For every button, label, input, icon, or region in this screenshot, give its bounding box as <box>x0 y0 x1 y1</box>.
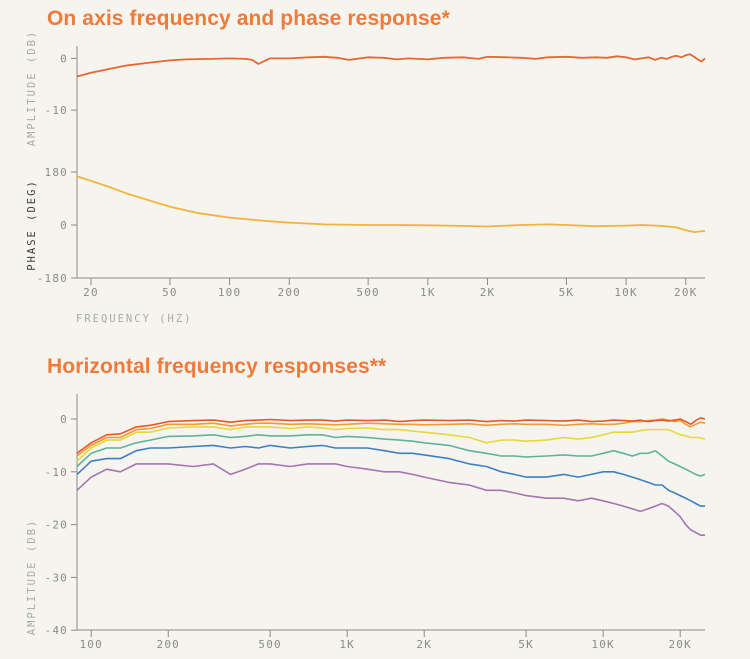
horizontal-response-line <box>76 417 706 454</box>
x-tick-label: 10K <box>614 286 637 299</box>
phase-series-line <box>76 175 706 233</box>
x-tick-label: 200 <box>278 286 301 299</box>
y-tick-label: -10 <box>45 466 68 479</box>
x-tick-label: 100 <box>79 638 102 651</box>
horizontal-response-line <box>76 444 705 507</box>
y-tick-label: -10 <box>45 104 68 117</box>
y-tick-label: 180 <box>45 166 68 179</box>
x-tick-label: 20K <box>668 638 691 651</box>
x-tick-label: 1K <box>420 286 436 299</box>
x-tick-label: 2K <box>480 286 496 299</box>
y-tick-label: -40 <box>45 624 68 637</box>
y-tick-label: 0 <box>60 413 68 426</box>
y-tick-label: 0 <box>60 219 68 232</box>
chart-title-top: On axis frequency and phase response* <box>47 7 450 30</box>
horizontal-response-line <box>76 418 706 457</box>
horizontal-response-line <box>76 434 706 477</box>
chart-top: 20 50 100 200 500 1K 2K 5K 10K 20K 0 -10 180 0 -180 AM… <box>26 30 706 325</box>
horizontal-response-line <box>76 463 705 536</box>
amplitude-axis-title: AMPLITUDE (DB) <box>26 30 38 147</box>
x-tick-label: 1K <box>339 638 355 651</box>
x-tick-label: 100 <box>218 286 241 299</box>
phase-axis-title: PHASE (DEG) <box>26 179 38 271</box>
x-tick-label: 20K <box>674 286 697 299</box>
chart-title-bottom: Horizontal frequency responses** <box>47 355 387 378</box>
x-tick-label: 5K <box>518 638 534 651</box>
x-tick-label: 500 <box>356 286 379 299</box>
amplitude-axis-title-bottom: AMPLITUDE (DB) <box>26 519 38 636</box>
x-tick-label: 500 <box>258 638 281 651</box>
horizontal-response-line <box>76 426 706 462</box>
x-tick-label: 200 <box>157 638 180 651</box>
x-tick-label: 2K <box>416 638 432 651</box>
x-tick-label: 5K <box>559 286 575 299</box>
y-tick-label: -30 <box>45 571 68 584</box>
amplitude-series-line <box>76 53 706 78</box>
frequency-axis-title: FREQUENCY (HZ) <box>76 313 193 325</box>
y-tick-label: 0 <box>60 52 68 65</box>
x-tick-label: 20 <box>83 286 99 299</box>
x-tick-label: 50 <box>162 286 178 299</box>
x-tick-label: 10K <box>591 638 614 651</box>
y-tick-label: -20 <box>45 519 68 532</box>
y-tick-label: -180 <box>37 272 68 285</box>
